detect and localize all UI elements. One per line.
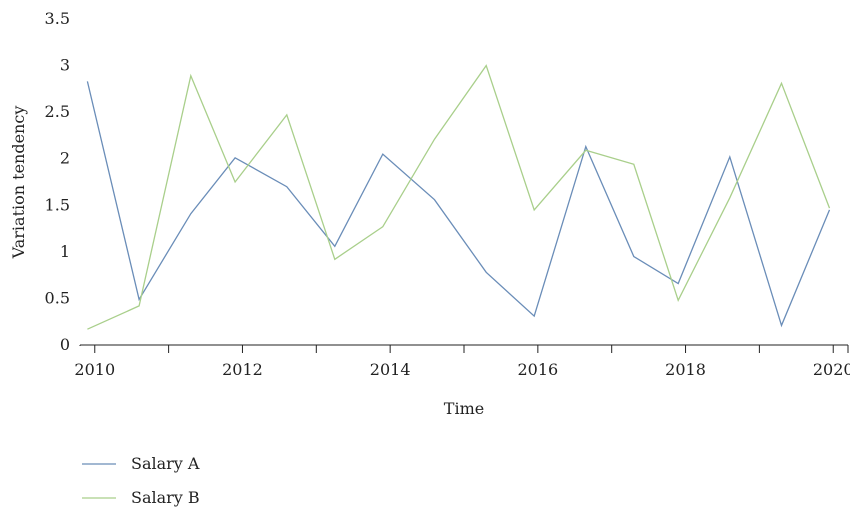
series-line-salary-b xyxy=(87,64,831,330)
y-tick-label: 3.5 xyxy=(45,9,70,28)
y-tick-label: 1 xyxy=(60,242,70,261)
legend-item: Salary A xyxy=(82,454,200,473)
x-tick-label: 2010 xyxy=(74,360,115,379)
x-axis-title: Time xyxy=(444,399,484,418)
x-tick-label: 2012 xyxy=(222,360,263,379)
x-tick-label: 2018 xyxy=(665,360,706,379)
legend-item: Salary B xyxy=(82,488,200,507)
y-tick-label: 2 xyxy=(60,149,70,168)
legend-label: Salary B xyxy=(131,488,200,507)
y-tick-label: 1.5 xyxy=(45,195,70,214)
y-tick-label: 2.5 xyxy=(45,102,70,121)
x-ticks: 2010 2012 2014 2016 2018 2020 xyxy=(74,345,850,379)
x-tick-label: 2016 xyxy=(517,360,558,379)
y-axis-title: Variation tendency xyxy=(9,106,28,260)
y-tick-labels: 0 0.5 1 1.5 2 2.5 3 3.5 xyxy=(45,9,70,354)
legend: Salary A Salary B xyxy=(82,454,200,507)
legend-label: Salary A xyxy=(131,454,200,473)
series-layer xyxy=(86,64,831,330)
x-tick-label: 2020 xyxy=(813,360,850,379)
y-tick-label: 0 xyxy=(60,335,70,354)
series-line-salary-a xyxy=(86,81,831,328)
y-tick-label: 0.5 xyxy=(45,288,70,307)
y-tick-label: 3 xyxy=(60,56,70,75)
x-tick-label: 2014 xyxy=(370,360,411,379)
